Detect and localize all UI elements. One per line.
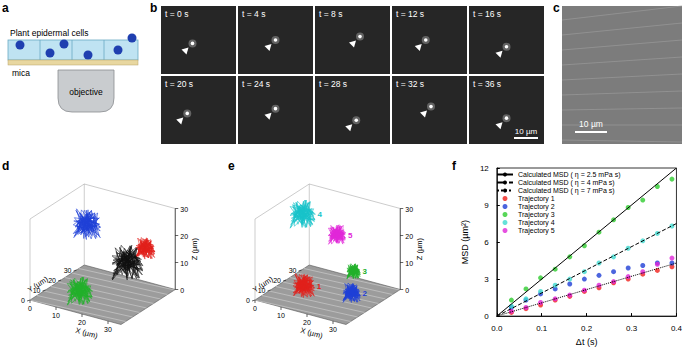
svg-text:Calculated MSD ( η = 2.5 mPa s: Calculated MSD ( η = 2.5 mPa s) bbox=[518, 171, 621, 179]
svg-text:c: c bbox=[553, 1, 560, 15]
svg-text:5: 5 bbox=[348, 231, 353, 240]
svg-text:b: b bbox=[150, 1, 157, 15]
svg-text:Δt (s): Δt (s) bbox=[576, 337, 598, 347]
svg-text:30: 30 bbox=[405, 206, 413, 213]
svg-text:0.3: 0.3 bbox=[626, 324, 638, 333]
svg-text:X (µm): X (µm) bbox=[75, 326, 100, 341]
svg-text:0: 0 bbox=[180, 287, 184, 294]
svg-text:30: 30 bbox=[329, 326, 337, 333]
svg-text:Trajectory 1: Trajectory 1 bbox=[518, 195, 555, 203]
svg-text:9: 9 bbox=[484, 201, 489, 210]
svg-text:t = 8 s: t = 8 s bbox=[319, 9, 342, 19]
svg-text:Trajectory 3: Trajectory 3 bbox=[518, 211, 555, 219]
svg-text:6: 6 bbox=[484, 238, 489, 247]
svg-text:t = 12 s: t = 12 s bbox=[396, 9, 424, 19]
svg-text:Plant epidermal cells: Plant epidermal cells bbox=[10, 28, 88, 38]
svg-text:0: 0 bbox=[21, 297, 25, 304]
svg-text:0: 0 bbox=[28, 305, 32, 312]
svg-text:Trajectory 2: Trajectory 2 bbox=[518, 203, 555, 211]
svg-text:MSD (µm²): MSD (µm²) bbox=[460, 220, 470, 264]
svg-text:0.4: 0.4 bbox=[671, 324, 683, 333]
svg-text:a: a bbox=[2, 1, 9, 15]
svg-text:3: 3 bbox=[363, 267, 368, 276]
svg-text:objective: objective bbox=[69, 87, 103, 97]
svg-text:0: 0 bbox=[253, 305, 257, 312]
svg-text:4: 4 bbox=[318, 210, 323, 219]
svg-text:20: 20 bbox=[78, 319, 86, 326]
svg-text:0: 0 bbox=[484, 312, 489, 321]
svg-text:t = 24 s: t = 24 s bbox=[242, 79, 270, 89]
svg-text:t = 16 s: t = 16 s bbox=[473, 9, 501, 19]
svg-text:10 µm: 10 µm bbox=[579, 119, 603, 129]
svg-text:12: 12 bbox=[480, 164, 489, 173]
svg-text:Calculated MSD ( η = 7 mPa s): Calculated MSD ( η = 7 mPa s) bbox=[518, 187, 615, 195]
svg-text:Trajectory 4: Trajectory 4 bbox=[518, 219, 555, 227]
svg-text:Y (µm): Y (µm) bbox=[26, 274, 50, 294]
svg-text:20: 20 bbox=[405, 233, 413, 240]
svg-text:X (µm): X (µm) bbox=[300, 326, 325, 341]
svg-text:0: 0 bbox=[246, 297, 250, 304]
svg-text:10: 10 bbox=[180, 260, 188, 267]
svg-text:10: 10 bbox=[405, 260, 413, 267]
svg-text:0.0: 0.0 bbox=[491, 324, 503, 333]
svg-text:30: 30 bbox=[64, 267, 72, 274]
svg-text:Trajectory 5: Trajectory 5 bbox=[518, 227, 555, 235]
svg-text:t = 36 s: t = 36 s bbox=[473, 79, 501, 89]
svg-text:Y (µm): Y (µm) bbox=[251, 274, 275, 294]
svg-text:10: 10 bbox=[277, 312, 285, 319]
svg-text:Calculated MSD ( η = 4 mPa s): Calculated MSD ( η = 4 mPa s) bbox=[518, 179, 615, 187]
svg-text:1: 1 bbox=[317, 282, 322, 291]
svg-text:mica: mica bbox=[12, 68, 30, 78]
svg-text:0.2: 0.2 bbox=[581, 324, 593, 333]
svg-text:20: 20 bbox=[48, 277, 56, 284]
svg-text:t = 0 s: t = 0 s bbox=[165, 9, 188, 19]
svg-text:f: f bbox=[452, 159, 457, 173]
svg-text:20: 20 bbox=[180, 233, 188, 240]
svg-text:3: 3 bbox=[484, 275, 489, 284]
svg-text:10 µm: 10 µm bbox=[515, 127, 538, 136]
svg-text:20: 20 bbox=[303, 319, 311, 326]
svg-text:30: 30 bbox=[180, 206, 188, 213]
svg-text:t = 20 s: t = 20 s bbox=[165, 79, 193, 89]
svg-text:t = 32 s: t = 32 s bbox=[396, 79, 424, 89]
svg-text:Z (µm): Z (µm) bbox=[415, 237, 424, 260]
svg-text:30: 30 bbox=[104, 326, 112, 333]
svg-text:0: 0 bbox=[405, 287, 409, 294]
svg-text:10: 10 bbox=[52, 312, 60, 319]
svg-text:e: e bbox=[228, 159, 235, 173]
svg-text:t = 28 s: t = 28 s bbox=[319, 79, 347, 89]
svg-text:0.1: 0.1 bbox=[536, 324, 548, 333]
svg-text:t = 4 s: t = 4 s bbox=[242, 9, 265, 19]
svg-text:2: 2 bbox=[363, 289, 368, 298]
svg-text:d: d bbox=[2, 159, 9, 173]
svg-text:Z (µm): Z (µm) bbox=[190, 237, 199, 260]
svg-text:30: 30 bbox=[289, 267, 297, 274]
svg-text:20: 20 bbox=[273, 277, 281, 284]
